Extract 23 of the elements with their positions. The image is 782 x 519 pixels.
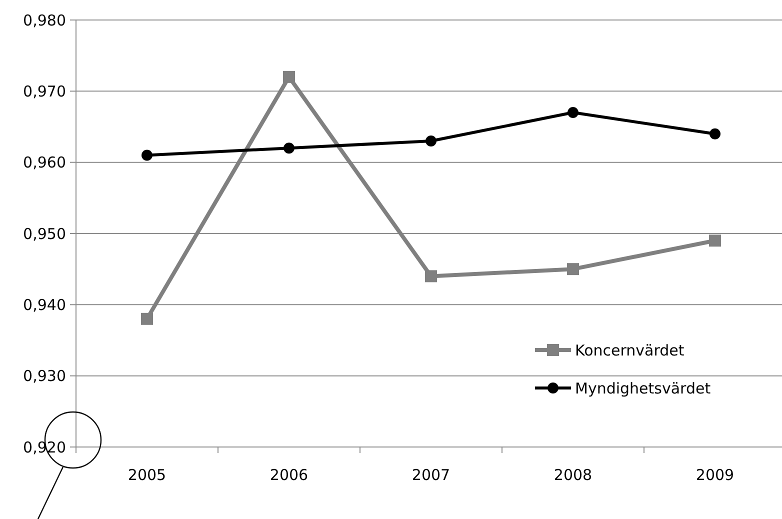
- legend-label: Myndighetsvärdet: [575, 379, 711, 398]
- point: [568, 107, 578, 118]
- x-tick-label: 2009: [696, 466, 734, 484]
- point: [283, 70, 295, 83]
- point: [142, 150, 152, 161]
- legend-label: Koncernvärdet: [575, 341, 684, 360]
- y-tick-label: 0,950: [23, 224, 66, 243]
- x-tick-label: 2005: [128, 466, 166, 484]
- point: [710, 128, 720, 140]
- point: [709, 234, 721, 247]
- x-tick-label: 2008: [554, 466, 592, 484]
- point: [567, 263, 579, 276]
- point: [141, 312, 153, 325]
- y-tick-label: 0,930: [23, 367, 66, 386]
- x-tick-label: 2006: [270, 466, 308, 484]
- point: [425, 270, 437, 282]
- y-tick-label: 0,940: [23, 296, 66, 314]
- point: [284, 142, 294, 154]
- point: [426, 135, 436, 146]
- y-tick-label: 0,980: [23, 11, 66, 30]
- x-tick-label: 2007: [412, 466, 450, 484]
- y-tick-label: 0,960: [23, 154, 66, 172]
- y-tick-label: 0,970: [23, 82, 66, 100]
